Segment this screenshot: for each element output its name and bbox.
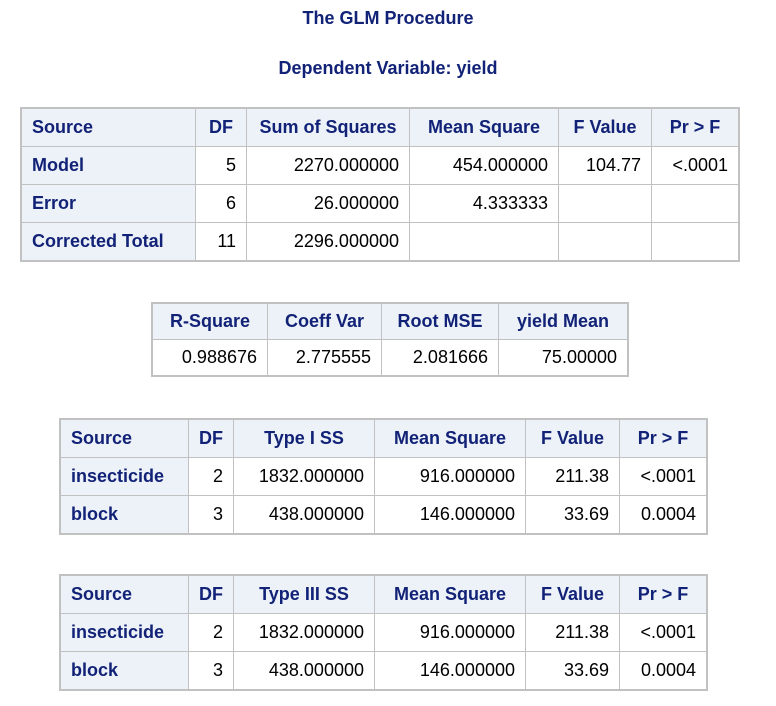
cell-f-value: 33.69 xyxy=(525,495,620,535)
type-iii-ss-table: Source DF Type III SS Mean Square F Valu… xyxy=(59,574,708,691)
col-header-sum-of-squares: Sum of Squares xyxy=(246,107,410,147)
type1-header-row: Source DF Type I SS Mean Square F Value … xyxy=(59,418,708,458)
table-row: insecticide 2 1832.000000 916.000000 211… xyxy=(59,613,708,652)
cell-f-value: 211.38 xyxy=(525,457,620,496)
cell-p-value xyxy=(651,222,740,262)
cell-yield-mean: 75.00000 xyxy=(498,339,629,377)
cell-ss: 2296.000000 xyxy=(246,222,410,262)
cell-f-value xyxy=(558,184,652,223)
col-header-df: DF xyxy=(188,574,234,614)
col-header-root-mse: Root MSE xyxy=(381,302,499,340)
cell-df: 11 xyxy=(195,222,247,262)
anova-table: Source DF Sum of Squares Mean Square F V… xyxy=(20,107,740,262)
col-header-f-value: F Value xyxy=(525,418,620,458)
cell-ms: 146.000000 xyxy=(374,495,526,535)
col-header-mean-square: Mean Square xyxy=(374,574,526,614)
cell-ms: 4.333333 xyxy=(409,184,559,223)
cell-ms: 454.000000 xyxy=(409,146,559,185)
row-header-source: Model xyxy=(20,146,196,185)
col-header-df: DF xyxy=(195,107,247,147)
cell-ms xyxy=(409,222,559,262)
col-header-f-value: F Value xyxy=(558,107,652,147)
cell-p-value: <.0001 xyxy=(651,146,740,185)
cell-ms: 146.000000 xyxy=(374,651,526,691)
cell-ss: 438.000000 xyxy=(233,495,375,535)
col-header-r-square: R-Square xyxy=(151,302,268,340)
fit-header-row: R-Square Coeff Var Root MSE yield Mean xyxy=(151,302,629,340)
cell-ms: 916.000000 xyxy=(374,613,526,652)
cell-p-value: 0.0004 xyxy=(619,495,708,535)
cell-ss: 1832.000000 xyxy=(233,613,375,652)
cell-f-value: 211.38 xyxy=(525,613,620,652)
table-row: Corrected Total 11 2296.000000 xyxy=(20,222,740,262)
col-header-pr-f: Pr > F xyxy=(651,107,740,147)
table-row: Error 6 26.000000 4.333333 xyxy=(20,184,740,223)
cell-df: 5 xyxy=(195,146,247,185)
cell-f-value xyxy=(558,222,652,262)
dependent-variable-title: Dependent Variable: yield xyxy=(278,58,498,78)
cell-df: 3 xyxy=(188,495,234,535)
cell-p-value: <.0001 xyxy=(619,457,708,496)
row-header-source: block xyxy=(59,495,189,535)
col-header-yield-mean: yield Mean xyxy=(498,302,629,340)
col-header-mean-square: Mean Square xyxy=(409,107,559,147)
procedure-title: The GLM Procedure xyxy=(302,8,474,28)
table-row: 0.988676 2.775555 2.081666 75.00000 xyxy=(151,339,629,377)
cell-coeff-var: 2.775555 xyxy=(267,339,382,377)
cell-df: 2 xyxy=(188,457,234,496)
cell-df: 2 xyxy=(188,613,234,652)
fit-statistics-table: R-Square Coeff Var Root MSE yield Mean 0… xyxy=(151,302,629,377)
col-header-type-iii-ss: Type III SS xyxy=(233,574,375,614)
cell-p-value: 0.0004 xyxy=(619,651,708,691)
cell-ss: 438.000000 xyxy=(233,651,375,691)
table-row: insecticide 2 1832.000000 916.000000 211… xyxy=(59,457,708,496)
cell-root-mse: 2.081666 xyxy=(381,339,499,377)
cell-df: 3 xyxy=(188,651,234,691)
cell-f-value: 33.69 xyxy=(525,651,620,691)
col-header-mean-square: Mean Square xyxy=(374,418,526,458)
col-header-source: Source xyxy=(59,574,189,614)
row-header-source: insecticide xyxy=(59,613,189,652)
row-header-source: insecticide xyxy=(59,457,189,496)
row-header-source: Corrected Total xyxy=(20,222,196,262)
cell-ms: 916.000000 xyxy=(374,457,526,496)
cell-r-square: 0.988676 xyxy=(151,339,268,377)
type-i-ss-table: Source DF Type I SS Mean Square F Value … xyxy=(59,418,708,535)
col-header-df: DF xyxy=(188,418,234,458)
table-row: block 3 438.000000 146.000000 33.69 0.00… xyxy=(59,495,708,535)
row-header-source: Error xyxy=(20,184,196,223)
cell-f-value: 104.77 xyxy=(558,146,652,185)
cell-df: 6 xyxy=(195,184,247,223)
col-header-pr-f: Pr > F xyxy=(619,418,708,458)
anova-header-row: Source DF Sum of Squares Mean Square F V… xyxy=(20,107,740,147)
cell-ss: 26.000000 xyxy=(246,184,410,223)
cell-p-value xyxy=(651,184,740,223)
cell-ss: 1832.000000 xyxy=(233,457,375,496)
col-header-pr-f: Pr > F xyxy=(619,574,708,614)
cell-ss: 2270.000000 xyxy=(246,146,410,185)
col-header-source: Source xyxy=(59,418,189,458)
col-header-source: Source xyxy=(20,107,196,147)
col-header-coeff-var: Coeff Var xyxy=(267,302,382,340)
table-row: block 3 438.000000 146.000000 33.69 0.00… xyxy=(59,651,708,691)
type3-header-row: Source DF Type III SS Mean Square F Valu… xyxy=(59,574,708,614)
col-header-type-i-ss: Type I SS xyxy=(233,418,375,458)
col-header-f-value: F Value xyxy=(525,574,620,614)
table-row: Model 5 2270.000000 454.000000 104.77 <.… xyxy=(20,146,740,185)
row-header-source: block xyxy=(59,651,189,691)
cell-p-value: <.0001 xyxy=(619,613,708,652)
